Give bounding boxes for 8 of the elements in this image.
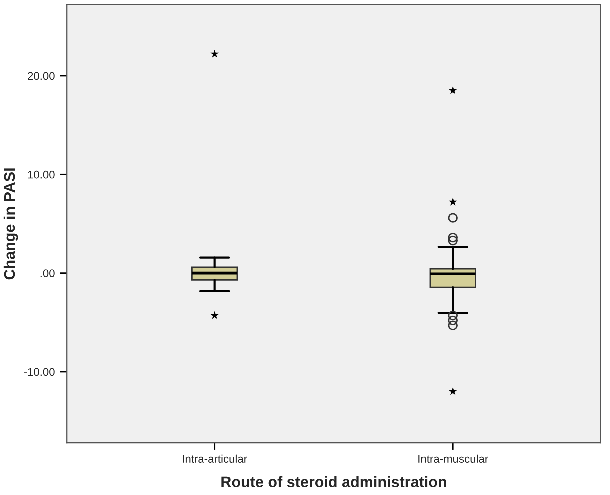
y-tick-label: 10.00 bbox=[28, 170, 55, 179]
x-axis-title: Route of steroid administration bbox=[222, 476, 446, 488]
y-tick-label: -10.00 bbox=[24, 368, 55, 376]
y-tick-label: 20.00 bbox=[28, 72, 55, 80]
y-tick-label: .00 bbox=[40, 270, 55, 278]
x-tick-label: Intra-muscular bbox=[418, 454, 488, 463]
x-tick-label: Intra-articular bbox=[183, 454, 248, 463]
y-axis-title: Change in PASI bbox=[4, 168, 18, 280]
